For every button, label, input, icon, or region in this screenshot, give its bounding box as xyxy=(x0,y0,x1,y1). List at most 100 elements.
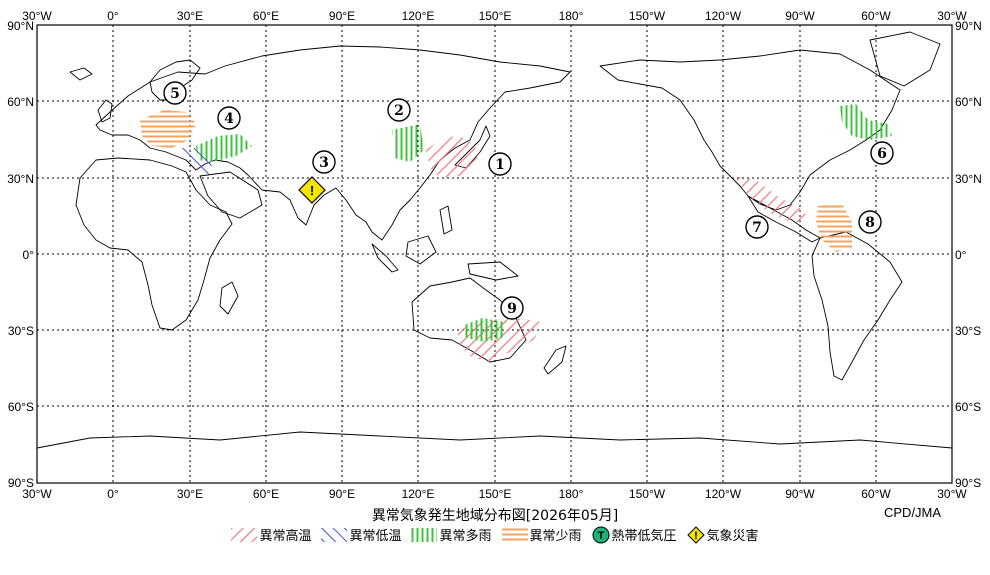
marker-7: 7 xyxy=(745,215,769,239)
region-5-dry xyxy=(140,110,196,148)
legend-item-disaster: ! 気象災害 xyxy=(686,525,759,544)
antarctica-coast xyxy=(36,431,953,449)
lat-label: 60°N xyxy=(955,95,982,109)
lon-label: 180° xyxy=(559,9,584,23)
legend-item-dry: 異常少雨 xyxy=(501,525,582,544)
greenland-coast xyxy=(869,31,941,87)
south-america-coast xyxy=(811,231,903,381)
scandinavia-coast xyxy=(149,59,201,101)
disaster-icon: ! xyxy=(686,525,705,544)
coastlines xyxy=(36,31,953,449)
lon-label: 30°W xyxy=(22,9,52,23)
lat-label: 0° xyxy=(23,248,35,262)
lon-label: 120°E xyxy=(402,9,435,23)
lon-label: 0° xyxy=(107,487,119,501)
marker-6: 6 xyxy=(870,141,894,165)
svg-text:4: 4 xyxy=(224,111,234,127)
svg-text:7: 7 xyxy=(752,220,762,236)
lon-label: 30°W xyxy=(22,487,52,501)
region-2-wet xyxy=(392,124,424,162)
legend-item-cyclone: T 熱帯低気圧 xyxy=(592,525,677,544)
lon-label: 30°W xyxy=(937,487,967,501)
top-lon-labels: 30°W 0° 30°E 60°E 90°E 120°E 150°E 180° … xyxy=(22,9,967,23)
svg-text:9: 9 xyxy=(507,301,517,317)
lon-label: 0° xyxy=(107,9,119,23)
lon-label: 120°E xyxy=(402,487,435,501)
graticule xyxy=(37,25,952,483)
lon-label: 120°W xyxy=(705,9,742,23)
svg-text:8: 8 xyxy=(865,215,875,231)
africa-coast xyxy=(75,157,233,331)
right-lat-labels: 90°N 60°N 30°N 0° 30°S 60°S 90°S xyxy=(955,19,982,490)
lon-label: 90°E xyxy=(329,487,355,501)
left-lat-labels: 90°N 60°N 30°N 0° 30°S 60°S 90°S xyxy=(7,19,34,490)
lat-label: 90°N xyxy=(7,19,34,33)
borneo-coast xyxy=(405,235,437,265)
wet-swatch-icon xyxy=(411,527,438,542)
anomaly-regions xyxy=(140,104,892,362)
svg-text:1: 1 xyxy=(495,157,505,173)
legend-label: 異常低温 xyxy=(349,529,402,544)
legend-label: 異常高温 xyxy=(259,529,312,544)
north-america-coast xyxy=(599,49,901,211)
lon-label: 30°E xyxy=(177,9,203,23)
marker-8: 8 xyxy=(858,210,882,234)
lat-label: 30°N xyxy=(955,172,982,186)
lon-label: 60°E xyxy=(253,9,279,23)
uk-coast xyxy=(97,99,113,123)
lon-label: 60°W xyxy=(861,9,891,23)
nz-coast xyxy=(543,345,567,375)
heat-swatch-icon xyxy=(231,527,258,542)
region-8-dry xyxy=(816,204,852,252)
lat-label: 60°S xyxy=(955,400,981,414)
svg-text:3: 3 xyxy=(319,155,329,171)
lon-label: 150°W xyxy=(629,487,666,501)
region-9-wet xyxy=(462,318,506,342)
region-1-heat xyxy=(426,136,478,178)
madagascar-coast xyxy=(219,281,239,315)
cyclone-icon: T xyxy=(592,526,610,543)
lat-label: 30°S xyxy=(955,324,981,338)
legend-item-heat: 異常高温 xyxy=(231,525,311,544)
lat-label: 90°N xyxy=(955,19,982,33)
legend-label: 異常多雨 xyxy=(439,529,492,544)
map-caption: 異常気象発生地域分布図[2026年05月] xyxy=(371,508,619,524)
marker-9: 9 xyxy=(500,296,524,320)
region-markers: 1 2 3 4 5 6 7 8 9 xyxy=(163,81,894,320)
lon-label: 150°E xyxy=(479,487,512,501)
cold-swatch-icon xyxy=(321,527,348,542)
lat-label: 30°N xyxy=(7,172,34,186)
lat-label: 30°S xyxy=(8,324,34,338)
marker-1: 1 xyxy=(488,152,512,176)
philippines-coast xyxy=(439,205,453,235)
legend-label: 熱帯低気圧 xyxy=(611,529,677,544)
sumatra-coast xyxy=(371,243,399,273)
lon-label: 120°W xyxy=(705,487,742,501)
svg-text:T: T xyxy=(597,530,604,542)
region-6-wet xyxy=(840,104,892,140)
svg-text:!: ! xyxy=(694,530,698,542)
arabia-coast xyxy=(199,171,263,219)
region-7-heat xyxy=(734,176,808,222)
lon-label: 60°W xyxy=(861,487,891,501)
iceland-coast xyxy=(69,67,93,81)
lon-label: 150°W xyxy=(629,9,666,23)
dry-swatch-icon xyxy=(501,527,528,542)
svg-text:!: ! xyxy=(310,183,314,198)
disaster-marker-3: ! xyxy=(298,176,326,204)
lon-label: 180° xyxy=(559,487,584,501)
lon-label: 30°W xyxy=(937,9,967,23)
svg-text:5: 5 xyxy=(170,86,180,102)
lat-label: 90°S xyxy=(955,476,981,490)
legend-label: 気象災害 xyxy=(706,529,759,544)
lon-label: 90°W xyxy=(785,487,815,501)
region-4-wet xyxy=(196,134,252,162)
lon-label: 150°E xyxy=(479,9,512,23)
legend: 異常高温 異常低温 異常多雨 異常少雨 T 熱帯低気圧 ! 気象災害 xyxy=(0,525,990,544)
marker-4: 4 xyxy=(217,106,241,130)
marker-3: 3 xyxy=(312,150,336,174)
world-map: ! 1 2 3 4 5 6 7 8 9 30°W 0° 30°E 60°E 90… xyxy=(7,9,982,501)
legend-label: 異常少雨 xyxy=(529,529,582,544)
lat-label: 0° xyxy=(955,248,967,262)
lat-label: 60°S xyxy=(8,400,34,414)
